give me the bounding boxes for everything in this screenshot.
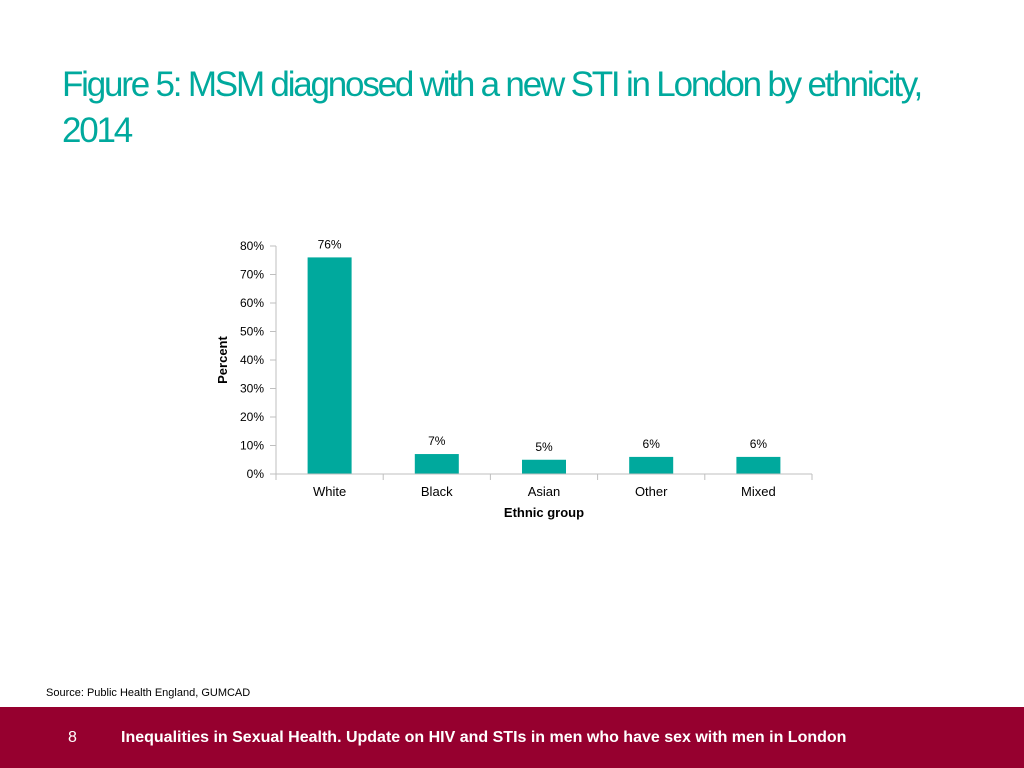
bar-mixed [736,456,781,474]
page-number: 8 [68,729,77,746]
y-tick-label: 0% [247,467,265,481]
category-label: Black [421,484,453,499]
data-label: 5% [535,440,553,454]
bar-black [414,454,459,474]
data-label: 6% [750,437,768,451]
footer-text: Inequalities in Sexual Health. Update on… [121,729,847,746]
source-note: Source: Public Health England, GUMCAD [46,687,251,699]
category-label: Other [635,484,668,499]
data-label: 6% [643,437,661,451]
x-axis-title: Ethnic group [504,505,584,520]
y-tick-label: 10% [240,439,264,453]
y-tick-label: 50% [240,325,264,339]
data-label: 7% [428,434,446,448]
y-axis-ticks: 0% 10% 20% 30% 40% 50% 60% 70% 80% [240,239,813,481]
bar-chart: 0% 10% 20% 30% 40% 50% 60% 70% 80% 76% 7% 5% 6% 6% W… [215,237,813,520]
category-label: White [313,484,346,499]
bar-white [307,257,352,474]
y-tick-label: 70% [240,268,264,282]
bars [307,257,781,474]
y-tick-label: 60% [240,296,264,310]
data-labels: 76% 7% 5% 6% 6% [318,237,768,453]
y-tick-label: 30% [240,382,264,396]
category-label: Asian [528,484,561,499]
y-tick-label: 40% [240,353,264,367]
category-labels: White Black Asian Other Mixed [313,484,776,499]
footer-bar: 8 Inequalities in Sexual Health. Update … [0,707,1024,768]
y-tick-label: 80% [240,239,264,253]
bar-asian [522,459,566,474]
data-label: 76% [318,237,342,251]
slide-title: Figure 5: MSM diagnosed with a new STI i… [62,65,923,150]
category-label: Mixed [741,484,776,499]
bar-other [629,456,674,474]
y-axis-title: Percent [215,335,230,383]
y-tick-label: 20% [240,410,264,424]
